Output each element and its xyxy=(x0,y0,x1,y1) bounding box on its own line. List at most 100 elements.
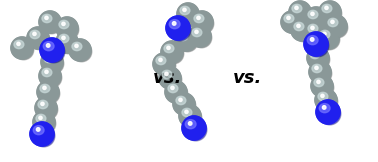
Circle shape xyxy=(33,111,55,133)
Circle shape xyxy=(182,116,206,140)
Ellipse shape xyxy=(33,126,44,135)
Circle shape xyxy=(39,11,61,33)
Ellipse shape xyxy=(182,108,192,117)
Ellipse shape xyxy=(314,78,324,87)
Circle shape xyxy=(56,17,78,39)
Text: vs.: vs. xyxy=(153,69,183,87)
Circle shape xyxy=(39,65,61,87)
Circle shape xyxy=(297,24,300,28)
Ellipse shape xyxy=(156,56,166,65)
Circle shape xyxy=(310,50,330,70)
Circle shape xyxy=(159,67,181,89)
Circle shape xyxy=(185,110,188,113)
Circle shape xyxy=(189,25,211,47)
Ellipse shape xyxy=(320,30,330,39)
Ellipse shape xyxy=(307,36,318,45)
Circle shape xyxy=(30,122,54,146)
Ellipse shape xyxy=(194,14,204,23)
Ellipse shape xyxy=(72,42,82,51)
Circle shape xyxy=(311,75,333,97)
Ellipse shape xyxy=(292,4,302,13)
Circle shape xyxy=(179,98,182,101)
Circle shape xyxy=(56,17,78,39)
Circle shape xyxy=(291,19,313,41)
Circle shape xyxy=(159,67,181,89)
Ellipse shape xyxy=(38,100,48,109)
Circle shape xyxy=(291,19,313,41)
Circle shape xyxy=(315,89,337,111)
Ellipse shape xyxy=(284,14,294,23)
Circle shape xyxy=(45,70,48,74)
Circle shape xyxy=(317,27,339,49)
Circle shape xyxy=(62,22,65,25)
Circle shape xyxy=(189,25,211,47)
Circle shape xyxy=(313,52,316,55)
Circle shape xyxy=(181,108,202,128)
Circle shape xyxy=(153,53,175,75)
Circle shape xyxy=(46,44,50,47)
Circle shape xyxy=(289,1,311,23)
Circle shape xyxy=(325,6,328,9)
Ellipse shape xyxy=(310,50,320,59)
Circle shape xyxy=(166,16,190,40)
Circle shape xyxy=(331,20,334,23)
Circle shape xyxy=(166,16,190,40)
Circle shape xyxy=(321,94,324,98)
Circle shape xyxy=(40,84,60,104)
Circle shape xyxy=(195,30,198,34)
Circle shape xyxy=(305,21,327,43)
Circle shape xyxy=(177,3,199,25)
Circle shape xyxy=(307,47,329,69)
Circle shape xyxy=(175,96,196,116)
Circle shape xyxy=(39,65,61,87)
Circle shape xyxy=(35,97,57,119)
Circle shape xyxy=(182,116,206,140)
Circle shape xyxy=(295,6,298,9)
Circle shape xyxy=(178,32,198,52)
Circle shape xyxy=(305,7,327,29)
Circle shape xyxy=(315,89,337,111)
Circle shape xyxy=(56,31,78,53)
Circle shape xyxy=(17,42,20,46)
Circle shape xyxy=(41,51,63,73)
Circle shape xyxy=(319,1,341,23)
Circle shape xyxy=(27,27,49,49)
Circle shape xyxy=(42,14,62,34)
Circle shape xyxy=(165,81,187,103)
Circle shape xyxy=(43,41,65,63)
Circle shape xyxy=(307,47,329,69)
Circle shape xyxy=(179,105,201,127)
Circle shape xyxy=(284,14,304,34)
Ellipse shape xyxy=(43,42,54,51)
Circle shape xyxy=(289,1,311,23)
Circle shape xyxy=(47,44,50,47)
Circle shape xyxy=(40,38,64,62)
Ellipse shape xyxy=(44,42,54,51)
Circle shape xyxy=(167,84,188,104)
Circle shape xyxy=(179,105,201,127)
Circle shape xyxy=(171,86,174,89)
Circle shape xyxy=(294,22,314,42)
Circle shape xyxy=(304,32,328,56)
Ellipse shape xyxy=(312,64,322,73)
Circle shape xyxy=(172,22,176,25)
Circle shape xyxy=(319,1,341,23)
Circle shape xyxy=(41,51,63,73)
Circle shape xyxy=(14,40,34,60)
Ellipse shape xyxy=(192,28,202,37)
Circle shape xyxy=(319,29,340,50)
Circle shape xyxy=(165,72,168,75)
Circle shape xyxy=(281,11,303,33)
Circle shape xyxy=(308,23,328,44)
Circle shape xyxy=(310,38,314,41)
Circle shape xyxy=(41,102,44,105)
Circle shape xyxy=(37,81,59,103)
Circle shape xyxy=(173,93,195,115)
Ellipse shape xyxy=(169,20,180,29)
Ellipse shape xyxy=(178,32,188,41)
Circle shape xyxy=(59,20,79,40)
Circle shape xyxy=(11,37,33,59)
Circle shape xyxy=(180,6,200,26)
Circle shape xyxy=(47,56,50,59)
Circle shape xyxy=(311,75,333,97)
